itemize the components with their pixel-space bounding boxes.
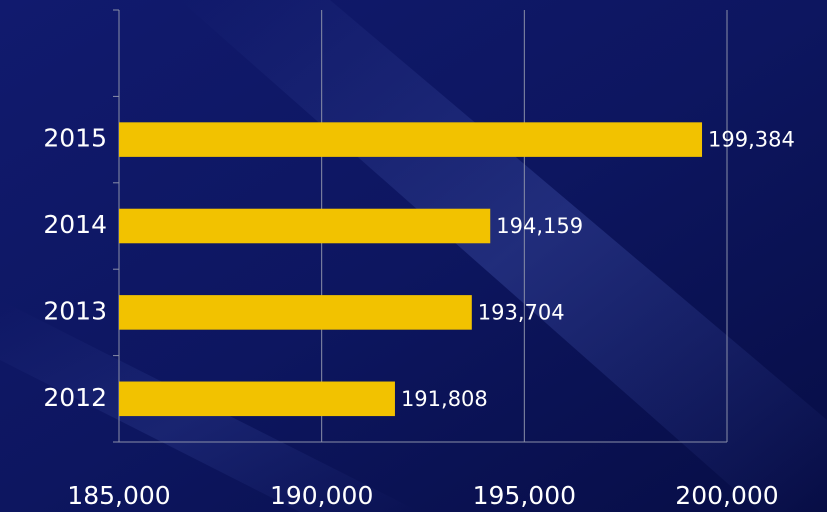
bar <box>119 381 395 417</box>
y-tick-label: 2015 <box>43 124 107 153</box>
data-label: 194,159 <box>496 214 583 238</box>
y-tick-label: 2013 <box>43 296 107 325</box>
data-label: 191,808 <box>401 387 488 411</box>
bar <box>119 208 491 244</box>
bar <box>119 122 703 157</box>
y-tick-label: 2014 <box>43 210 107 239</box>
x-tick-label: 195,000 <box>473 481 576 510</box>
bar <box>119 295 472 330</box>
x-tick-label: 200,000 <box>675 481 778 510</box>
y-tick-label: 2012 <box>43 383 107 412</box>
x-tick-label: 185,000 <box>67 481 170 510</box>
data-label: 193,704 <box>478 300 565 324</box>
data-label: 199,384 <box>708 128 795 152</box>
x-tick-label: 190,000 <box>270 481 373 510</box>
